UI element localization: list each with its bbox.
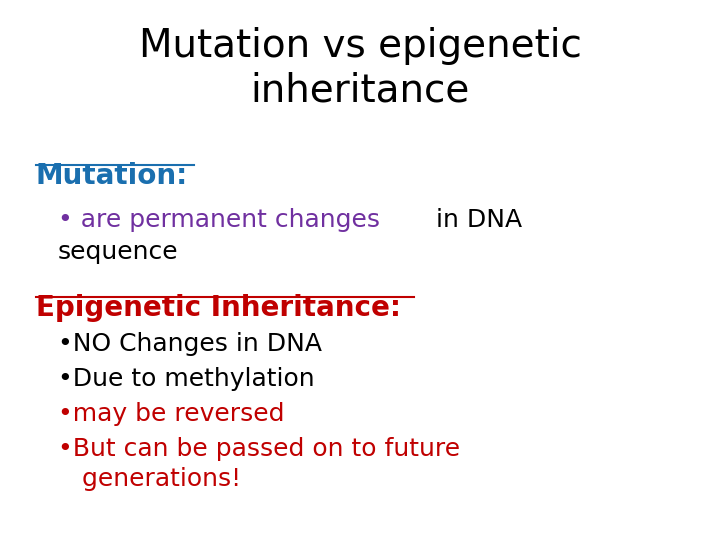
Text: •Due to methylation: •Due to methylation bbox=[58, 367, 314, 391]
Text: •But can be passed on to future
   generations!: •But can be passed on to future generati… bbox=[58, 437, 460, 491]
Text: Epigenetic Inheritance:: Epigenetic Inheritance: bbox=[36, 294, 401, 322]
Text: • are permanent changes: • are permanent changes bbox=[58, 208, 387, 232]
Text: sequence: sequence bbox=[58, 240, 179, 264]
Text: •may be reversed: •may be reversed bbox=[58, 402, 284, 426]
Text: in DNA: in DNA bbox=[436, 208, 522, 232]
Text: Mutation:: Mutation: bbox=[36, 162, 188, 190]
Text: •NO Changes in DNA: •NO Changes in DNA bbox=[58, 332, 322, 356]
Text: Mutation vs epigenetic
inheritance: Mutation vs epigenetic inheritance bbox=[138, 27, 582, 109]
